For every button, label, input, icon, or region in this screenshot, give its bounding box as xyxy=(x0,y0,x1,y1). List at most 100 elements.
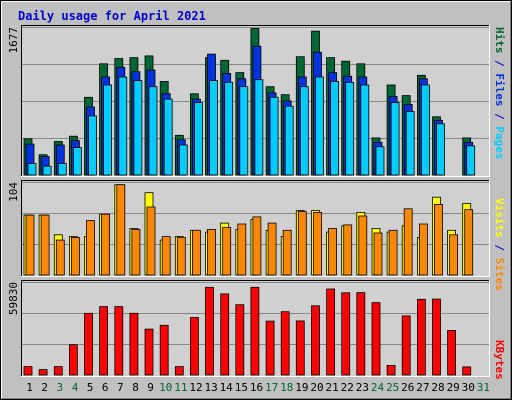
bar-pages-day-22 xyxy=(345,81,355,176)
x-tick-day-10: 10 xyxy=(159,381,172,394)
x-tick-day-25: 25 xyxy=(386,381,399,394)
bar-kbytes-day-15 xyxy=(235,304,245,376)
bar-sites-day-5 xyxy=(86,220,95,276)
bar-pages-day-24 xyxy=(375,146,385,176)
bar-sites-day-9 xyxy=(146,206,156,276)
x-tick-day-16: 16 xyxy=(250,381,263,394)
x-tick-day-28: 28 xyxy=(431,381,444,394)
bar-pages-day-6 xyxy=(103,84,112,176)
bar-sites-day-28 xyxy=(434,203,443,276)
bar-sites-day-2 xyxy=(40,214,50,276)
bar-kbytes-day-28 xyxy=(432,298,441,376)
bar-sites-day-30 xyxy=(464,209,474,276)
bar-pages-day-9 xyxy=(148,86,158,176)
panel-visitors-ymax-label: 104 xyxy=(7,182,20,202)
bar-kbytes-day-14 xyxy=(220,293,230,376)
bar-sites-day-10 xyxy=(161,236,171,276)
bar-kbytes-day-12 xyxy=(189,317,199,376)
x-tick-day-15: 15 xyxy=(235,381,248,394)
bar-sites-day-1 xyxy=(25,214,35,276)
bar-kbytes-day-16 xyxy=(250,286,260,376)
x-tick-day-31: 31 xyxy=(477,381,490,394)
bar-sites-day-27 xyxy=(418,223,428,276)
x-tick-day-22: 22 xyxy=(341,381,354,394)
bar-pages-day-1 xyxy=(27,163,37,176)
bar-pages-day-18 xyxy=(284,105,294,176)
legend-sites: Sites xyxy=(493,258,506,291)
bar-pages-day-11 xyxy=(178,144,188,176)
bar-kbytes-day-11 xyxy=(174,366,184,376)
bar-sites-day-7 xyxy=(116,184,126,276)
bar-sites-day-6 xyxy=(101,213,110,276)
legend-files: Files xyxy=(493,73,506,106)
bar-pages-day-7 xyxy=(118,76,128,176)
legend: Hits / Files / Pages Visits / Sites KBytes xyxy=(493,27,506,380)
bar-kbytes-day-2 xyxy=(38,369,48,376)
bar-sites-day-13 xyxy=(207,228,216,276)
legend-volume: KBytes xyxy=(493,340,506,380)
bar-pages-day-20 xyxy=(315,76,324,176)
bar-sites-day-19 xyxy=(297,211,307,276)
bar-kbytes-day-7 xyxy=(114,306,124,376)
bar-sites-day-20 xyxy=(313,211,322,276)
bar-pages-day-8 xyxy=(133,80,143,176)
bar-pages-day-16 xyxy=(254,79,264,176)
x-tick-day-9: 9 xyxy=(147,381,154,394)
bar-pages-day-4 xyxy=(73,147,82,176)
bar-pages-day-19 xyxy=(299,86,309,176)
bar-kbytes-day-25 xyxy=(386,364,396,376)
bar-sites-day-18 xyxy=(282,229,292,276)
bar-kbytes-day-26 xyxy=(401,315,411,376)
x-tick-day-20: 20 xyxy=(310,381,323,394)
panel-requests-ymax-label: 1677 xyxy=(7,27,20,54)
bar-pages-day-27 xyxy=(420,84,430,176)
bar-pages-day-21 xyxy=(330,81,340,176)
bar-kbytes-day-3 xyxy=(53,366,63,376)
bar-kbytes-day-22 xyxy=(341,292,351,376)
x-tick-day-24: 24 xyxy=(371,381,385,394)
bar-pages-day-13 xyxy=(209,80,218,176)
bar-sites-day-23 xyxy=(358,215,368,276)
legend-visitors-separator: / xyxy=(493,238,506,258)
bar-sites-day-26 xyxy=(403,208,413,276)
bar-sites-day-21 xyxy=(328,228,338,276)
x-tick-day-27: 27 xyxy=(416,381,429,394)
legend-requests-separator: / xyxy=(493,54,506,74)
bar-sites-day-3 xyxy=(55,239,65,276)
bar-pages-day-30 xyxy=(466,145,476,176)
x-tick-day-8: 8 xyxy=(132,381,139,394)
x-tick-day-14: 14 xyxy=(220,381,234,394)
bar-kbytes-day-8 xyxy=(129,312,139,376)
bar-sites-day-14 xyxy=(222,227,232,276)
x-tick-day-17: 17 xyxy=(265,381,278,394)
bar-pages-day-14 xyxy=(224,81,234,176)
x-tick-day-5: 5 xyxy=(87,381,94,394)
x-tick-day-18: 18 xyxy=(280,381,293,394)
bar-sites-day-24 xyxy=(373,232,383,276)
bar-kbytes-day-13 xyxy=(205,286,214,376)
bar-kbytes-day-29 xyxy=(447,329,457,376)
x-axis-day-labels: 1 2 3 4 5 6 7 8 9 10 11 12 13 14 15 16 17 18 19 20 21 22 23 24 2… xyxy=(26,381,490,394)
legend-hits: Hits xyxy=(493,27,506,54)
bar-pages-day-17 xyxy=(269,96,279,176)
x-tick-day-6: 6 xyxy=(102,381,109,394)
bar-kbytes-day-1 xyxy=(23,366,33,376)
bar-pages-day-25 xyxy=(390,102,400,176)
x-tick-day-12: 12 xyxy=(189,381,202,394)
bar-pages-day-26 xyxy=(405,111,415,176)
x-tick-day-30: 30 xyxy=(462,381,475,394)
legend-visitors: Visits / Sites xyxy=(493,198,506,291)
bar-pages-day-10 xyxy=(163,98,173,176)
legend-requests-separator: / xyxy=(493,107,506,127)
bar-pages-day-3 xyxy=(57,163,67,176)
bar-pages-day-28 xyxy=(436,123,445,176)
bar-sites-day-16 xyxy=(252,216,262,276)
bar-kbytes-day-6 xyxy=(99,306,108,376)
panel-volume-ymax-label: 59830 xyxy=(7,282,20,315)
bar-kbytes-day-5 xyxy=(84,312,93,376)
legend-visits: Visits xyxy=(493,198,506,238)
bar-sites-day-4 xyxy=(71,236,80,276)
bar-kbytes-day-20 xyxy=(311,305,320,376)
